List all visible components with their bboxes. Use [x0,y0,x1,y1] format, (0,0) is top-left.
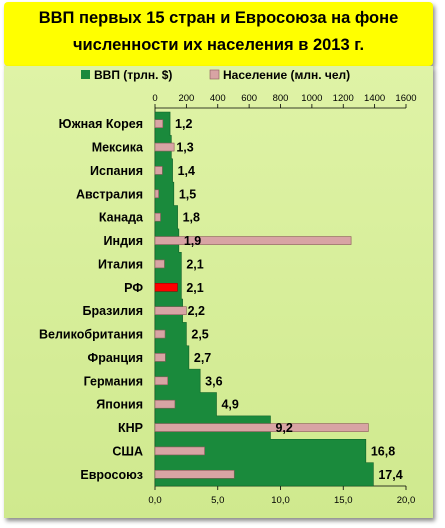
category-label: РФ [124,281,143,295]
top-axis-tick-label: 0 [152,93,157,104]
category-label: Евросоюз [80,468,143,482]
population-bar [154,399,176,409]
category-label: США [112,444,143,458]
legend-label-population: Население (млн. чел) [223,68,350,82]
gdp-data-label: 9,2 [275,421,292,435]
title-box: ВВП первых 15 стран и Евросоюза на фоне … [4,2,433,66]
category-label: Италия [98,257,143,271]
category-label: Великобритания [39,328,143,342]
gdp-data-label: 2,2 [188,304,205,318]
gdp-data-label: 1,3 [176,141,193,155]
bottom-axis-tick-label: 15,0 [334,495,353,506]
gdp-data-label: 1,4 [178,164,195,178]
top-axis-tick-label: 800 [273,93,289,104]
legend-swatch-population [209,69,220,80]
gdp-data-label: 1,8 [183,211,200,225]
population-bar-highlight [154,283,178,292]
population-bar [154,189,159,199]
plot-area: ВВП (трлн. $) Население (млн. чел) 0 200 400… [4,66,433,518]
gdp-data-label: 1,2 [175,117,192,131]
population-bar [154,376,169,386]
category-label: Канада [99,211,144,225]
top-axis-tick-label: 200 [178,93,194,104]
population-bar [154,329,166,339]
population-bar [154,166,163,175]
gdp-data-label: 2,1 [186,281,203,295]
gdp-data-label: 17,4 [378,468,402,482]
chart-svg: ВВП (трлн. $) Население (млн. чел) 0 200 400… [39,68,417,506]
population-bar [154,259,165,269]
gdp-data-label: 16,8 [371,444,395,458]
top-axis-tick-label: 600 [241,93,257,104]
gdp-data-label: 2,1 [186,257,203,271]
bottom-axis-tick-label: 0,0 [148,495,161,506]
category-label: Бразилия [82,304,143,318]
gdp-data-label: 4,9 [221,398,238,412]
top-axis-tick-label: 1200 [333,93,354,104]
category-label: Индия [104,234,143,248]
category-label: Мексика [92,141,144,155]
legend-swatch-gdp [81,70,90,79]
category-label: Австралия [76,187,143,201]
population-bar [154,236,352,245]
population-bar [154,423,369,432]
bottom-axis-tick-label: 5,0 [211,495,224,506]
top-axis-tick-label: 1600 [395,93,416,104]
gdp-data-label: 3,6 [205,374,222,388]
category-label: Франция [88,351,143,365]
bottom-axis-tick-label: 10,0 [271,495,290,506]
population-bar [154,306,187,315]
population-bar [154,353,166,362]
gdp-data-label: 2,5 [191,328,208,342]
legend-label-gdp: ВВП (трлн. $) [94,68,172,82]
gdp-data-label: 2,7 [194,351,211,365]
top-axis-tick-label: 400 [210,93,226,104]
population-bar [154,212,161,222]
bottom-axis-tick-label: 20,0 [397,495,416,506]
category-label: Германия [84,374,143,388]
category-label: КНР [118,421,143,435]
top-axis-tick-label: 1400 [364,93,385,104]
gdp-data-label: 1,9 [184,234,201,248]
gdp-data-label: 1,5 [179,187,196,201]
chart-title-line1: ВВП первых 15 стран и Евросоюза на фоне [38,9,399,27]
category-label: Япония [96,398,143,412]
top-axis-tick-label: 1000 [301,93,322,104]
category-label: Южная Корея [59,117,143,131]
population-bar [154,142,175,152]
population-bar [154,470,235,479]
population-bar [154,446,205,456]
category-label: Испания [90,164,143,178]
population-bar [154,119,164,128]
chart-title-line2: численности их населения в 2013 г. [72,36,365,54]
